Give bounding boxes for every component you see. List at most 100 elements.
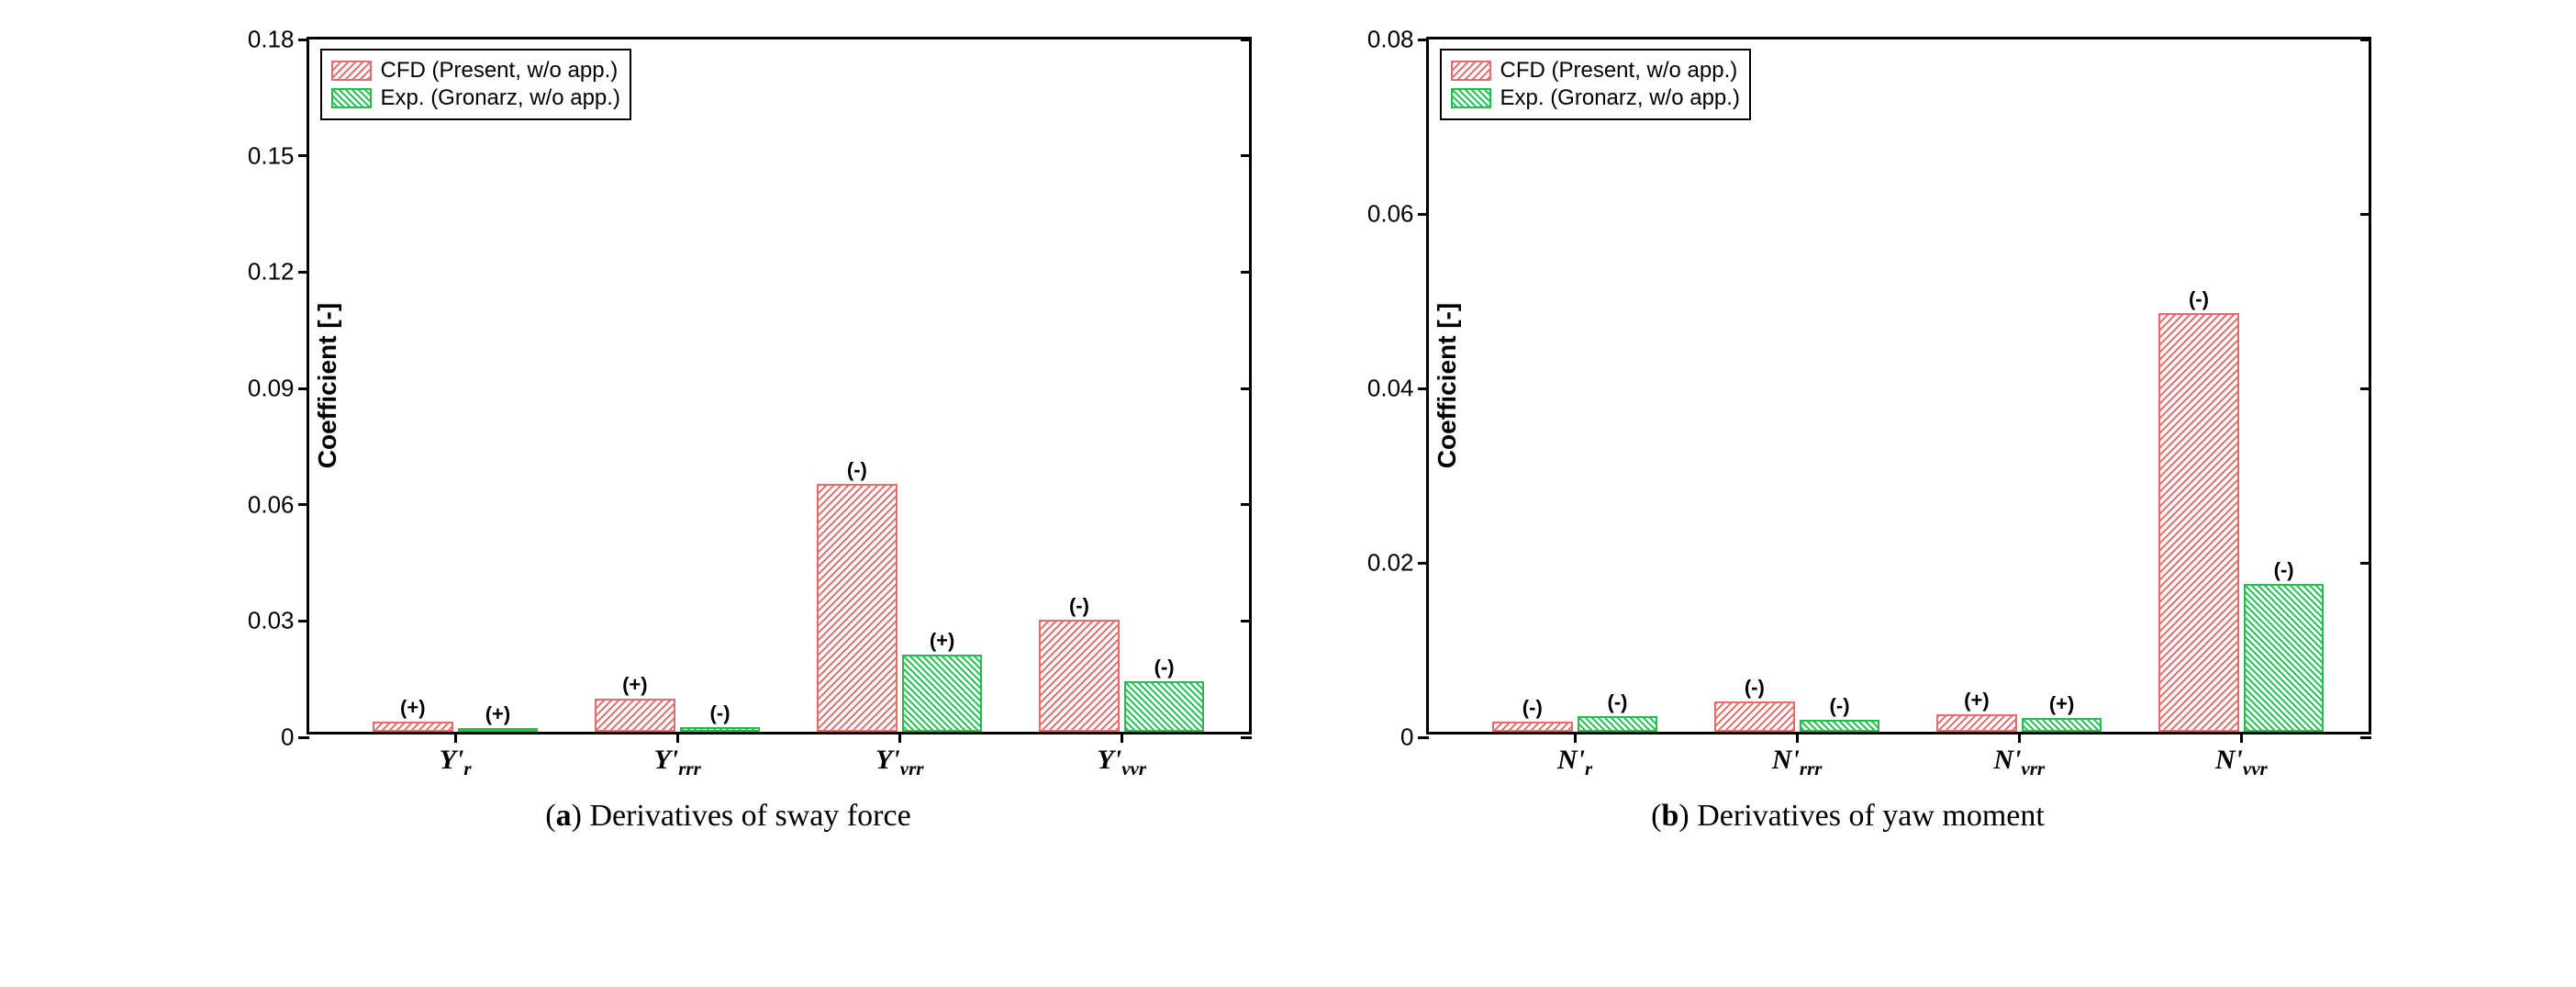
ytick [2360, 562, 2371, 565]
ytick-label: 0.09 [248, 375, 295, 403]
bar-sign-label: (+) [622, 673, 648, 697]
bar-sign-label: (-) [1830, 694, 1850, 718]
bar-sign-label: (-) [1607, 690, 1627, 714]
ytick [1241, 154, 1252, 157]
legend-label: CFD (Present, w/o app.) [381, 58, 619, 84]
xtick [1796, 732, 1799, 743]
ytick [2360, 387, 2371, 390]
bar-sign-label: (+) [2049, 692, 2075, 716]
legend-item-cfd: CFD (Present, w/o app.) [331, 58, 620, 84]
bar-cfd: (-) [817, 484, 898, 732]
bar-sign-label: (-) [847, 458, 867, 482]
ytick [1418, 562, 1429, 565]
ytick [1241, 736, 1252, 739]
ytick-label: 0 [281, 723, 294, 752]
bar-exp: (+) [2022, 718, 2102, 732]
bar-sign-label: (-) [1522, 696, 1543, 720]
legend-label: Exp. (Gronarz, w/o app.) [1500, 85, 1740, 111]
ytick-label: 0.06 [1367, 200, 1414, 229]
ytick [298, 39, 309, 41]
xtick [454, 732, 457, 743]
legend: CFD (Present, w/o app.)Exp. (Gronarz, w/… [320, 49, 631, 120]
ytick [298, 503, 309, 506]
ytick [2360, 213, 2371, 216]
ytick-label: 0.15 [248, 141, 295, 170]
legend-label: CFD (Present, w/o app.) [1500, 58, 1738, 84]
bar-sign-label: (-) [1154, 656, 1175, 679]
ytick [2360, 39, 2371, 41]
xtick [676, 732, 679, 743]
bar-sign-label: (+) [930, 629, 955, 653]
ytick-label: 0.08 [1367, 26, 1414, 54]
xtick-label: Y'vvr [1098, 745, 1147, 780]
ytick-label: 0.06 [248, 490, 295, 519]
bar-exp: (-) [1124, 681, 1205, 732]
ytick-label: 0.18 [248, 26, 295, 54]
bar-cfd: (+) [373, 722, 453, 732]
bar-exp: (-) [1800, 720, 1880, 732]
xtick-label: N'rrr [1772, 745, 1823, 780]
xtick-label: N'vvr [2215, 745, 2268, 780]
ytick-label: 0.12 [248, 258, 295, 286]
xtick [898, 732, 901, 743]
bar-sign-label: (+) [1964, 689, 1990, 712]
ytick-label: 0 [1400, 723, 1413, 752]
figure-row: 0 0.03 0.06 0.09 0.12 0.15 0.18 Coefficient [-]… [28, 28, 2548, 834]
legend-item-exp: Exp. (Gronarz, w/o app.) [1451, 85, 1740, 111]
legend-item-cfd: CFD (Present, w/o app.) [1451, 58, 1740, 84]
ytick [1241, 620, 1252, 622]
legend-item-exp: Exp. (Gronarz, w/o app.) [331, 85, 620, 111]
bar-exp: (-) [2244, 584, 2325, 733]
xtick-label: Y'r [440, 745, 472, 780]
y-axis-label: Coefficient [-] [1433, 303, 1462, 468]
bar-cfd: (-) [1039, 620, 1120, 732]
ytick [298, 271, 309, 274]
bar-exp: (-) [680, 727, 761, 732]
bar-sign-label: (-) [2274, 558, 2294, 582]
xtick [2018, 732, 2021, 743]
ytick [1241, 387, 1252, 390]
caption-a: (a) Derivatives of sway force [545, 799, 910, 834]
ytick [1241, 39, 1252, 41]
panel-b: 00.020.040.060.08Coefficient [-]N'r(-)(-… [1325, 28, 2371, 834]
bar-sign-label: (-) [1745, 676, 1765, 700]
legend-swatch [331, 88, 372, 108]
ytick [298, 387, 309, 390]
bar-cfd: (-) [1492, 722, 1573, 732]
chart-b: 00.020.040.060.08Coefficient [-]N'r(-)(-… [1426, 37, 2371, 735]
legend-swatch [1451, 88, 1491, 108]
ytick [298, 620, 309, 622]
bar-cfd: (+) [1936, 714, 2017, 732]
xtick [1121, 732, 1123, 743]
chart-a: 00.030.060.090.120.150.18Coefficient [-]… [307, 37, 1252, 735]
bar-cfd: (-) [2158, 313, 2239, 732]
ytick [1418, 39, 1429, 41]
bar-exp: (-) [1578, 716, 1658, 732]
legend-swatch [331, 61, 372, 81]
caption-b: (b) Derivatives of yaw moment [1651, 799, 2045, 834]
bar-sign-label: (-) [2189, 287, 2209, 311]
bar-exp: (+) [902, 655, 983, 732]
ytick [1418, 213, 1429, 216]
legend-label: Exp. (Gronarz, w/o app.) [381, 85, 620, 111]
ytick-label: 0.04 [1367, 375, 1414, 403]
bar-cfd: (+) [595, 699, 675, 732]
bar-sign-label: (+) [485, 702, 511, 726]
ytick [1418, 387, 1429, 390]
ytick-label: 0.02 [1367, 549, 1414, 578]
legend-swatch [1451, 61, 1491, 81]
xtick-label: Y'rrr [654, 745, 701, 780]
bar-exp: (+) [458, 728, 539, 732]
ytick [1241, 503, 1252, 506]
ytick [298, 736, 309, 739]
ytick-label: 0.03 [248, 607, 295, 635]
legend: CFD (Present, w/o app.)Exp. (Gronarz, w/… [1440, 49, 1751, 120]
panel-a: 0 0.03 0.06 0.09 0.12 0.15 0.18 Coefficient [-]… [206, 28, 1252, 834]
xtick-label: Y'vrr [875, 745, 923, 780]
bar-sign-label: (+) [400, 696, 426, 720]
xtick [1574, 732, 1577, 743]
ytick [1241, 271, 1252, 274]
xtick-label: N'vrr [1993, 745, 2045, 780]
y-axis-label: Coefficient [-] [313, 303, 342, 468]
ytick [1418, 736, 1429, 739]
